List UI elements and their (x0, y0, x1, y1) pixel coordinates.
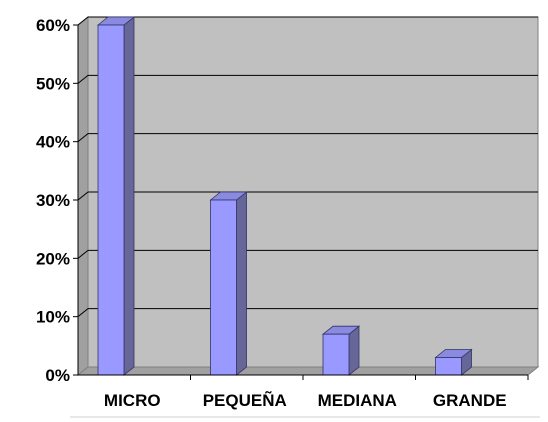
bar-side (348, 325, 360, 376)
grid-line (77, 74, 538, 84)
x-category-label: MEDIANA (318, 391, 397, 410)
grid-line (77, 16, 538, 26)
bar-front (97, 24, 125, 376)
y-tick-label: 60% (36, 16, 70, 35)
y-tick-label: 40% (36, 133, 70, 152)
bar-front (322, 333, 350, 376)
bar (434, 348, 473, 376)
grid-line (77, 191, 538, 201)
grid-line (77, 133, 538, 143)
bars (96, 16, 473, 376)
grid-lines (77, 16, 538, 318)
bar (96, 16, 136, 376)
x-category-label: PEQUEÑA (203, 390, 287, 410)
x-category-label: GRANDE (433, 391, 507, 410)
bar-side (236, 191, 247, 376)
grid-line (77, 308, 538, 318)
bar-front (435, 357, 462, 376)
y-tick-label: 10% (36, 308, 70, 327)
x-axis: MICRO PEQUEÑA MEDIANA GRANDE (70, 374, 540, 418)
y-tick-label: 0% (45, 366, 70, 385)
y-tick-label: 20% (36, 249, 70, 268)
y-axis: 0% 10% 20% 30% 40% 50% 60% (36, 16, 79, 385)
x-category-label: MICRO (104, 391, 161, 410)
bar-front (210, 199, 237, 376)
bar-side (123, 16, 135, 376)
bar (209, 191, 248, 376)
plot-area (76, 15, 540, 377)
bar (321, 325, 361, 376)
y-tick-label: 30% (36, 191, 70, 210)
grid-line (77, 249, 538, 259)
y-tick-label: 50% (36, 74, 70, 93)
